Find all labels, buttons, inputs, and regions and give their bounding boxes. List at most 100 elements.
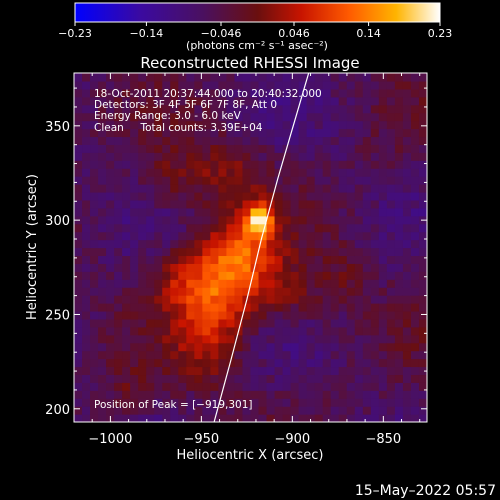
heatmap-cell <box>394 136 404 145</box>
heatmap-cell <box>298 414 308 422</box>
heatmap-cell <box>162 239 171 249</box>
heatmap-cell <box>202 398 211 407</box>
heatmap-cell <box>74 326 83 336</box>
heatmap-cell <box>226 160 236 169</box>
heatmap-cell <box>226 374 236 383</box>
heatmap-cell <box>346 104 356 114</box>
heatmap-cell <box>394 310 404 320</box>
heatmap-cell <box>218 310 228 320</box>
heatmap-cell <box>330 223 340 233</box>
heatmap-cell <box>130 247 139 257</box>
heatmap-cell <box>250 112 260 122</box>
heatmap-cell <box>338 279 348 288</box>
colorbar-tick-label: 0.046 <box>278 27 310 40</box>
heatmap-cell <box>242 176 252 185</box>
heatmap-cell <box>418 414 427 422</box>
heatmap-cell <box>194 279 203 288</box>
heatmap-cell <box>218 358 228 368</box>
heatmap-cell <box>370 73 380 82</box>
heatmap-cell <box>170 350 179 360</box>
heatmap-cell <box>202 120 211 130</box>
heatmap-cell <box>394 168 404 177</box>
heatmap-cell <box>194 88 203 98</box>
heatmap-cell <box>178 287 187 296</box>
heatmap-cell <box>250 96 260 106</box>
heatmap-cell <box>402 366 412 376</box>
heatmap-cell <box>218 414 228 422</box>
heatmap-cell <box>210 374 220 383</box>
heatmap-cell <box>338 374 348 383</box>
heatmap-cell <box>394 398 404 407</box>
heatmap-cell <box>210 144 220 153</box>
heatmap-cell <box>138 350 147 360</box>
heatmap-cell <box>130 73 139 82</box>
heatmap-cell <box>194 287 203 296</box>
heatmap-cell <box>218 184 228 193</box>
heatmap-cell <box>330 271 340 280</box>
heatmap-cell <box>274 136 284 145</box>
heatmap-cell <box>202 239 211 249</box>
heatmap-cell <box>298 247 308 257</box>
heatmap-cell <box>354 390 364 399</box>
heatmap-cell <box>370 176 380 185</box>
heatmap-cell <box>362 342 372 352</box>
heatmap-cell <box>330 176 340 185</box>
heatmap-cell <box>290 295 300 304</box>
heatmap-cell <box>314 414 324 422</box>
heatmap-cell <box>178 128 187 138</box>
heatmap-cell <box>194 184 203 193</box>
heatmap-cell <box>402 382 412 391</box>
observation-info: 18-Oct-2011 20:37:44.000 to 20:40:32.000… <box>94 88 322 134</box>
heatmap-cell <box>138 318 147 328</box>
heatmap-cell <box>162 318 171 328</box>
heatmap-cell <box>338 303 348 312</box>
heatmap-cell <box>178 271 187 280</box>
heatmap-cell <box>418 96 427 106</box>
heatmap-cell <box>274 168 284 177</box>
heatmap-cell <box>402 326 412 336</box>
heatmap-cell <box>130 318 139 328</box>
heatmap-cell <box>410 318 420 328</box>
heatmap-cell <box>274 358 284 368</box>
heatmap-cell <box>186 310 195 320</box>
heatmap-cell <box>74 390 83 399</box>
heatmap-cell <box>314 168 324 177</box>
heatmap-cell <box>322 406 332 415</box>
heatmap-cell <box>370 398 380 407</box>
heatmap-cell <box>290 207 300 217</box>
heatmap-cell <box>82 334 91 344</box>
heatmap-cell <box>74 398 83 407</box>
heatmap-cell <box>242 231 252 241</box>
heatmap-cell <box>90 239 99 249</box>
heatmap-cell <box>410 176 420 185</box>
heatmap-cell <box>402 390 412 399</box>
heatmap-cell <box>378 199 388 209</box>
heatmap-cell <box>378 112 388 122</box>
heatmap-cell <box>306 199 316 209</box>
heatmap-cell <box>202 80 211 90</box>
heatmap-cell <box>306 255 316 264</box>
heatmap-cell <box>242 104 252 114</box>
heatmap-cell <box>250 255 260 264</box>
heatmap-cell <box>346 144 356 153</box>
heatmap-cell <box>106 120 115 130</box>
heatmap-cell <box>298 255 308 264</box>
heatmap-cell <box>378 207 388 217</box>
heatmap-cell <box>130 390 139 399</box>
heatmap-cell <box>282 374 292 383</box>
heatmap-cell <box>106 263 115 272</box>
heatmap-cell <box>130 350 139 360</box>
heatmap-cell <box>410 80 420 90</box>
heatmap-cell <box>218 247 228 257</box>
heatmap-cell <box>186 152 195 161</box>
heatmap-cell <box>362 350 372 360</box>
heatmap-cell <box>410 247 420 257</box>
heatmap-cell <box>338 223 348 233</box>
heatmap-cell <box>418 390 427 399</box>
heatmap-cell <box>74 80 83 90</box>
heatmap-cell <box>122 207 131 217</box>
colorbar-unit-label: (photons cm⁻² s⁻¹ asec⁻²) <box>186 39 328 52</box>
heatmap-cell <box>82 144 91 153</box>
heatmap-cell <box>234 358 244 368</box>
heatmap-cell <box>138 80 147 90</box>
